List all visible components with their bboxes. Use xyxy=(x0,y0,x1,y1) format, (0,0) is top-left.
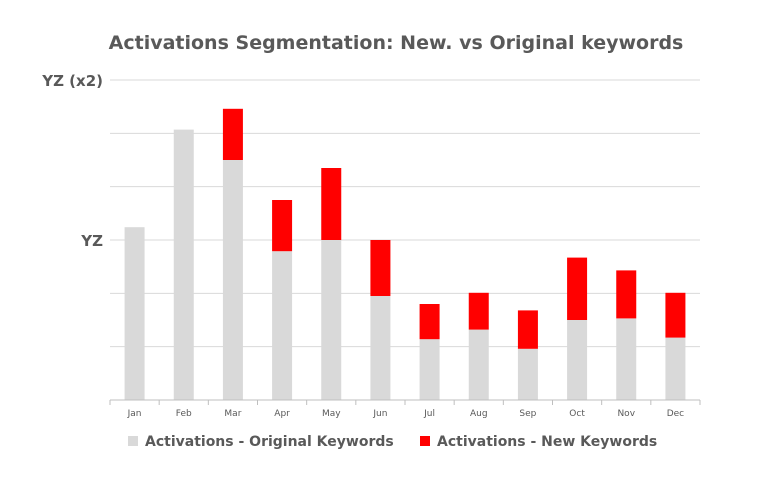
bar-new-keywords xyxy=(517,310,538,349)
x-tick-label: Jul xyxy=(423,409,435,419)
bar-original-keywords xyxy=(468,329,489,400)
bar-new-keywords xyxy=(370,240,391,296)
x-tick-label: Nov xyxy=(617,409,635,419)
bar-new-keywords xyxy=(419,304,440,340)
x-tick-label: Dec xyxy=(667,409,684,419)
bar-original-keywords xyxy=(616,318,637,400)
bar-original-keywords xyxy=(222,160,243,400)
x-tick-label: Apr xyxy=(274,409,290,419)
bar-original-keywords xyxy=(517,348,538,400)
bar-new-keywords xyxy=(567,257,588,320)
bar-new-keywords xyxy=(222,108,243,160)
bar-original-keywords xyxy=(124,227,145,400)
chart-title: Activations Segmentation: New. vs Origin… xyxy=(109,32,684,54)
bar-original-keywords xyxy=(665,337,686,400)
bar-original-keywords xyxy=(419,339,440,400)
x-tick-label: Sep xyxy=(519,409,536,419)
x-tick-label: Mar xyxy=(224,409,241,419)
x-tick-label: May xyxy=(322,409,341,419)
bar-original-keywords xyxy=(321,240,342,400)
x-tick-label: Feb xyxy=(176,409,192,419)
bar-new-keywords xyxy=(665,292,686,338)
x-tick-label: Aug xyxy=(470,409,488,419)
y-tick-label: YZ (x2) xyxy=(41,72,103,90)
bar-new-keywords xyxy=(321,168,342,240)
legend: Activations - Original Keywords Activatio… xyxy=(128,434,657,450)
x-tick-label: Jan xyxy=(127,409,142,419)
bar-new-keywords xyxy=(616,270,637,319)
legend-swatch xyxy=(128,436,138,446)
bar-original-keywords xyxy=(567,320,588,400)
bar-new-keywords xyxy=(272,200,293,252)
y-tick-label: YZ xyxy=(80,232,103,250)
bar-original-keywords xyxy=(370,296,391,400)
legend-label: Activations - New Keywords xyxy=(437,434,657,450)
legend-label: Activations - Original Keywords xyxy=(145,434,394,450)
x-tick-label: Jun xyxy=(372,409,387,419)
bar-original-keywords xyxy=(173,129,194,400)
gridlines xyxy=(110,79,700,348)
legend-swatch xyxy=(420,436,430,446)
bars xyxy=(124,108,686,400)
bar-new-keywords xyxy=(468,292,489,330)
x-tick-label: Oct xyxy=(569,409,585,419)
axes: YZ YZ (x2) Jan Feb Mar Apr May Jun Jul Aug Sep Oct N… xyxy=(41,72,701,419)
bar-original-keywords xyxy=(272,251,293,400)
